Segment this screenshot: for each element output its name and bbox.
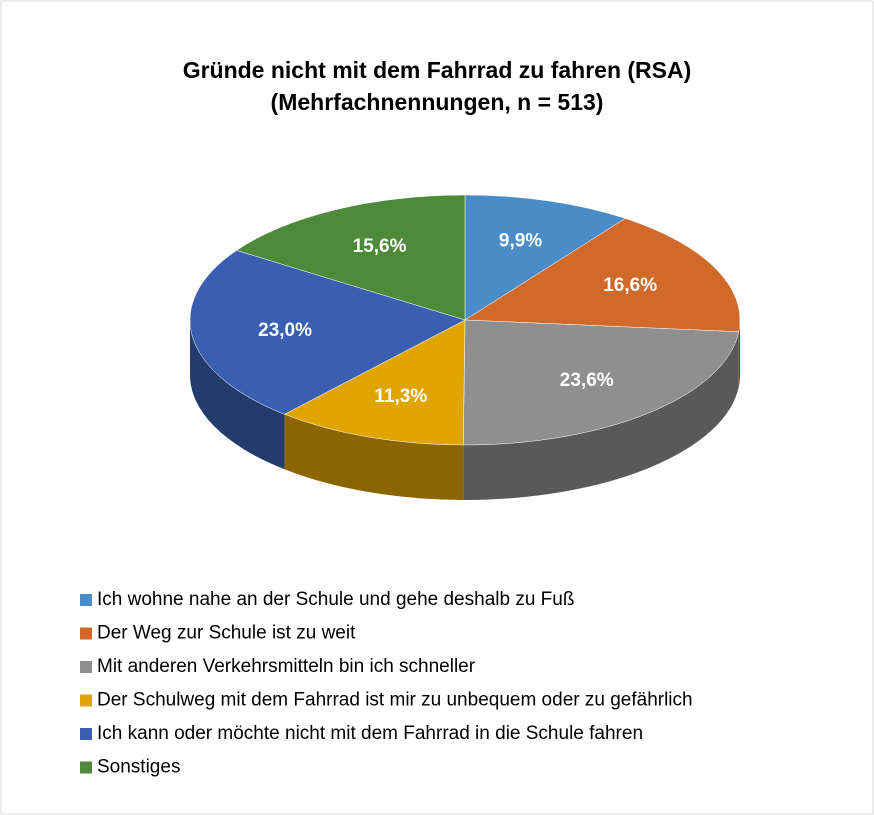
data-label: 16,6%	[603, 275, 657, 296]
legend-swatch	[80, 594, 92, 606]
slice	[283, 319, 466, 446]
legend-swatch	[80, 627, 92, 640]
slice	[464, 218, 741, 333]
slice	[236, 194, 466, 321]
legend-label: Mit anderen Verkehrsmitteln bin ich schn…	[97, 656, 476, 677]
slice	[463, 319, 740, 446]
legend-swatch	[80, 728, 92, 740]
legend-label: Ich kann oder möchte nicht mit dem Fahrr…	[97, 723, 643, 744]
slice-side	[738, 320, 740, 387]
legend-swatch	[80, 661, 92, 673]
slice-side	[463, 331, 739, 500]
legend-label: Ich wohne nahe an der Schule und gehe de…	[97, 589, 574, 610]
data-label: 15,6%	[353, 236, 407, 257]
data-label: 23,0%	[258, 320, 312, 341]
legend-swatch	[80, 761, 92, 774]
slice	[464, 194, 626, 321]
data-label: 9,9%	[499, 230, 542, 251]
legend-label: Der Schulweg mit dem Fahrrad ist mir zu …	[97, 690, 693, 711]
chart-subtitle: (Mehrfachnennungen, n = 513)	[271, 89, 604, 115]
legend-swatch	[80, 694, 92, 707]
legend-label: Sonstiges	[97, 757, 180, 778]
slice	[189, 250, 466, 415]
data-label: 23,6%	[560, 370, 614, 391]
data-label: 11,3%	[374, 386, 427, 407]
slice-side	[189, 320, 285, 470]
legend-label: Der Weg zur Schule ist zu weit	[97, 623, 356, 644]
chart-title: Gründe nicht mit dem Fahrrad zu fahren (…	[183, 57, 692, 83]
slice-side	[284, 414, 464, 500]
